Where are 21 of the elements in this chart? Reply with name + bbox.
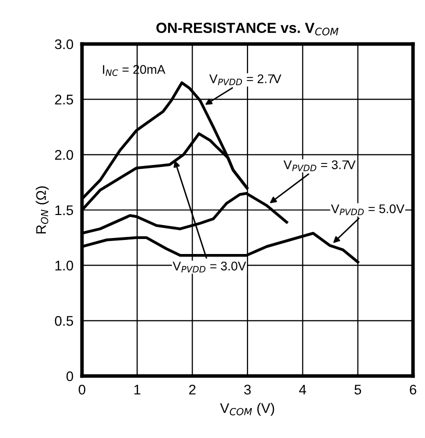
- x-tick-label: 1: [134, 384, 140, 394]
- annotation: V$_{PVDD}$ = 2.7V: [209, 74, 282, 86]
- x-tick-label: 2: [189, 384, 196, 394]
- y-tick-label: 0: [66, 371, 74, 382]
- x-tick-label: 3: [244, 384, 251, 395]
- y-tick-label: 2.5: [55, 94, 74, 105]
- y-tick-label: 2.0: [55, 150, 74, 160]
- annotation: V$_{PVDD}$ = 3.0V: [172, 262, 246, 272]
- x-axis-title: V$_{COM}$ (V): [220, 402, 274, 416]
- x-tick-label: 6: [410, 384, 416, 395]
- x-tick-label: 0: [78, 384, 86, 395]
- annotation: V$_{PVDD}$ = 5.0V: [331, 204, 404, 216]
- annotation: V$_{PVDD}$ = 3.7V: [284, 160, 356, 172]
- y-axis-title: R$_{ON}$ (Ω): [36, 186, 49, 234]
- x-tick-label: 5: [354, 384, 362, 395]
- y-tick-label: 1.0: [55, 260, 74, 271]
- y-tick-label: 0.5: [54, 316, 74, 326]
- chart-title: ON-RESISTANCE vs. V$_{COM}$: [156, 22, 338, 36]
- x-tick-label: 4: [299, 384, 306, 394]
- y-tick-label: 3.0: [54, 39, 74, 50]
- y-tick-label: 1.5: [55, 205, 74, 216]
